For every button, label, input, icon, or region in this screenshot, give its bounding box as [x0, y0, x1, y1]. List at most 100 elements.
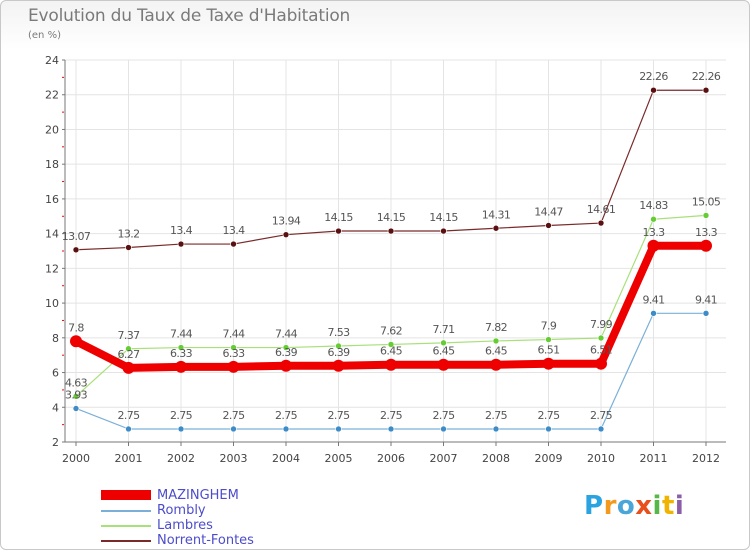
data-point [492, 337, 500, 345]
x-tick-label: 2002 [167, 452, 195, 465]
data-point [647, 239, 660, 252]
x-tick-label: 2000 [62, 452, 90, 465]
data-point [545, 425, 552, 433]
data-label: 6.45 [432, 345, 455, 358]
data-point [122, 361, 135, 374]
data-label: 7.44 [275, 328, 298, 341]
x-tick-label: 2010 [587, 452, 615, 465]
data-label: 9.41 [642, 293, 664, 306]
series-norrent-fontes: 13.07 13.2 13.4 13.4 13.94 14.15 14.15 14.15 14.… [62, 70, 721, 254]
chart-unit-label: (en %) [28, 30, 61, 41]
data-point [490, 358, 502, 371]
data-label: 7.82 [485, 321, 507, 334]
data-label: 6.39 [327, 346, 350, 359]
legend-swatch-norrent-fontes [101, 540, 151, 542]
legend-label-norrent-fontes: Norrent-Fontes [157, 533, 254, 548]
data-point [492, 425, 500, 433]
series-lambres: 4.637.37 7.44 7.44 7.44 7.53 7.62 7.71 7.82 7.9 7… [65, 195, 721, 400]
x-tick-label: 2009 [535, 452, 563, 465]
data-label: 6.27 [117, 348, 140, 361]
data-point [597, 334, 605, 342]
series-rombly: 3.93 2.75 2.75 2.75 2.75 2.75 2.75 2.75 2.75 2.75… [65, 293, 718, 433]
data-label: 6.45 [380, 345, 403, 358]
data-point [70, 335, 82, 348]
y-tick-label: 12 [45, 262, 59, 275]
data-label: 2.75 [380, 409, 403, 422]
data-point [702, 310, 710, 317]
data-label: 6.51 [590, 344, 612, 357]
data-point [702, 86, 710, 94]
data-point [595, 357, 607, 370]
y-tick-label: 22 [45, 89, 59, 102]
data-label: 15.05 [692, 195, 721, 208]
y-tick-label: 4 [52, 401, 59, 414]
data-point [125, 244, 132, 251]
data-label: 22.26 [639, 70, 668, 83]
data-label: 22.26 [692, 70, 721, 83]
data-point [387, 425, 395, 433]
data-label: 14.15 [324, 211, 353, 224]
data-label: 14.15 [429, 211, 458, 224]
data-point [72, 246, 80, 254]
data-point [177, 344, 185, 351]
data-label: 6.39 [275, 346, 298, 359]
data-point [597, 425, 605, 433]
data-label: 9.41 [695, 293, 717, 306]
data-point [650, 86, 657, 94]
data-point [440, 339, 447, 347]
x-tick-label: 2007 [430, 452, 458, 465]
legend-swatch-mazinghem [101, 490, 151, 500]
data-point [650, 310, 657, 317]
data-point [332, 359, 345, 372]
data-label: 2.75 [537, 409, 560, 422]
data-point [702, 212, 710, 219]
data-label: 13.3 [695, 226, 718, 239]
data-label: 7.62 [380, 324, 402, 337]
data-point [440, 227, 447, 235]
data-point [282, 425, 290, 433]
series-mazinghem: 7.8 6.27 6.33 6.33 6.39 6.39 6.45 6.45 6.45 6.51 6… [68, 226, 718, 374]
data-label: 7.99 [590, 318, 613, 331]
logo-letter: t [661, 491, 675, 521]
logo-letter: i [674, 491, 685, 521]
data-point [230, 425, 237, 433]
logo-letter: x [635, 491, 653, 521]
data-label: 14.31 [482, 208, 511, 221]
data-label: 2.75 [327, 409, 350, 422]
y-tick-label: 20 [45, 123, 59, 136]
data-point [387, 341, 395, 348]
x-tick-label: 2012 [692, 452, 720, 465]
data-point [177, 240, 185, 248]
legend-swatch-lambres [101, 525, 151, 527]
data-label: 6.51 [537, 344, 559, 357]
data-label: 14.61 [587, 203, 616, 216]
x-tick-label: 2011 [640, 452, 668, 465]
data-point [545, 336, 552, 343]
y-tick-label: 16 [45, 193, 59, 206]
data-point [177, 425, 185, 433]
data-point [227, 360, 240, 373]
x-tick-label: 2008 [482, 452, 510, 465]
data-label: 13.07 [62, 230, 91, 243]
logo-letter: o [616, 491, 636, 521]
data-label: 6.33 [170, 347, 193, 360]
data-label: 14.47 [534, 205, 563, 218]
data-label: 7.8 [68, 321, 84, 334]
logo-letter: i [652, 491, 662, 521]
legend-label-lambres: Lambres [157, 518, 213, 533]
y-tick-label: 10 [45, 297, 59, 310]
data-label: 13.94 [272, 215, 301, 228]
x-tick-label: 2005 [325, 452, 353, 465]
data-point [437, 358, 450, 371]
x-tick-label: 2004 [272, 452, 300, 465]
legend-label-rombly: Rombly [157, 503, 206, 518]
data-label: 13.4 [222, 224, 245, 237]
logo-letter: P [584, 491, 604, 521]
data-label: 7.44 [222, 328, 245, 341]
data-label: 2.75 [275, 409, 298, 422]
data-label: 14.15 [377, 211, 406, 224]
data-label: 2.75 [590, 409, 613, 422]
data-point [72, 393, 80, 400]
data-label: 13.3 [642, 226, 665, 239]
data-label: 2.75 [170, 409, 193, 422]
